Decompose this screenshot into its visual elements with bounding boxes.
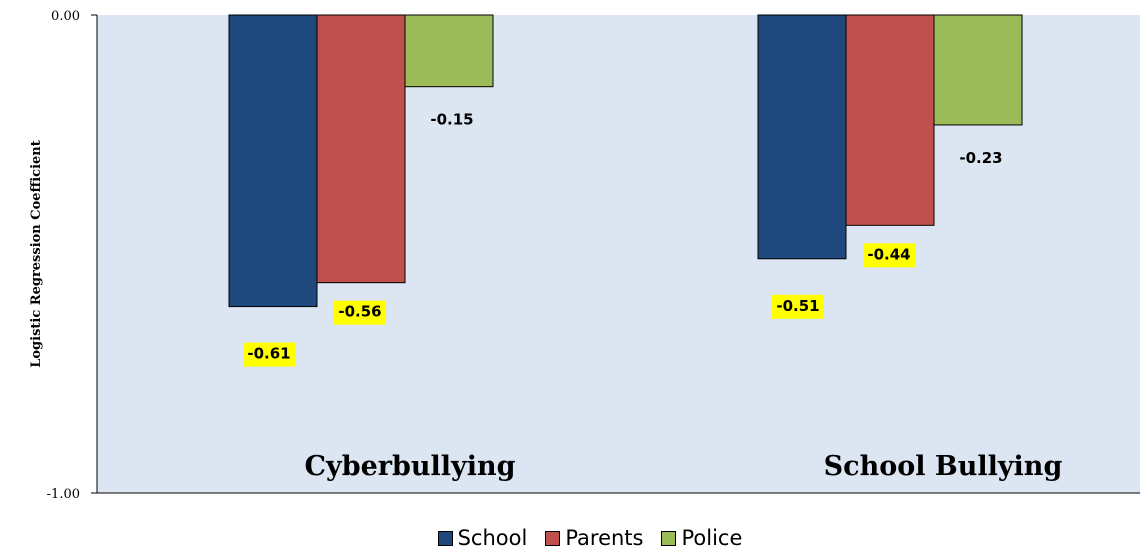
data-label-highlight (334, 300, 386, 325)
legend-swatch-school (437, 530, 453, 546)
data-label-text: -0.44 (867, 245, 910, 263)
legend-item-police: Police (661, 526, 742, 550)
legend-label: Police (681, 526, 743, 550)
data-label-parents-school-bullying: -0.44 (863, 243, 915, 268)
data-label-text: -0.15 (430, 111, 473, 129)
data-label-police-school-bullying: -0.23 (959, 149, 1002, 167)
bar-parents-cyberbullying (316, 14, 406, 284)
bar-school-school-bullying (757, 14, 847, 260)
legend-label: Parents (565, 526, 644, 550)
data-label-school-school-bullying: -0.51 (772, 294, 824, 319)
data-label-text: -0.51 (776, 297, 819, 315)
data-label-text: -0.56 (338, 303, 381, 321)
legend-item-school: School (437, 526, 528, 550)
y-axis-title: Logistic Regression Coefficient (29, 140, 44, 368)
category-label: School Bullying (824, 451, 1063, 482)
data-label-highlight (863, 243, 915, 268)
bar-police-school-bullying (933, 14, 1023, 126)
data-label-text: -0.23 (959, 149, 1002, 167)
data-label-highlight (243, 342, 295, 367)
legend-item-parents: Parents (545, 526, 643, 550)
data-label-highlight (772, 294, 824, 319)
legend-swatch-police (661, 530, 677, 546)
legend-label: School (457, 526, 528, 550)
data-label-police-cyberbullying: -0.15 (430, 111, 473, 129)
legend: School Parents Police (0, 526, 1140, 550)
data-label-text: -0.61 (247, 345, 290, 363)
data-label-school-cyberbullying: -0.61 (243, 342, 295, 367)
bar-parents-school-bullying (845, 14, 935, 226)
data-label-parents-cyberbullying: -0.56 (334, 300, 386, 325)
legend-swatch-parents (545, 530, 561, 546)
y-tick-label: -1.00 (47, 487, 80, 502)
bar-school-cyberbullying (228, 14, 318, 308)
y-tick-label: 0.00 (51, 9, 80, 24)
bar-police-cyberbullying (404, 14, 494, 88)
category-label: Cyberbullying (305, 451, 516, 482)
